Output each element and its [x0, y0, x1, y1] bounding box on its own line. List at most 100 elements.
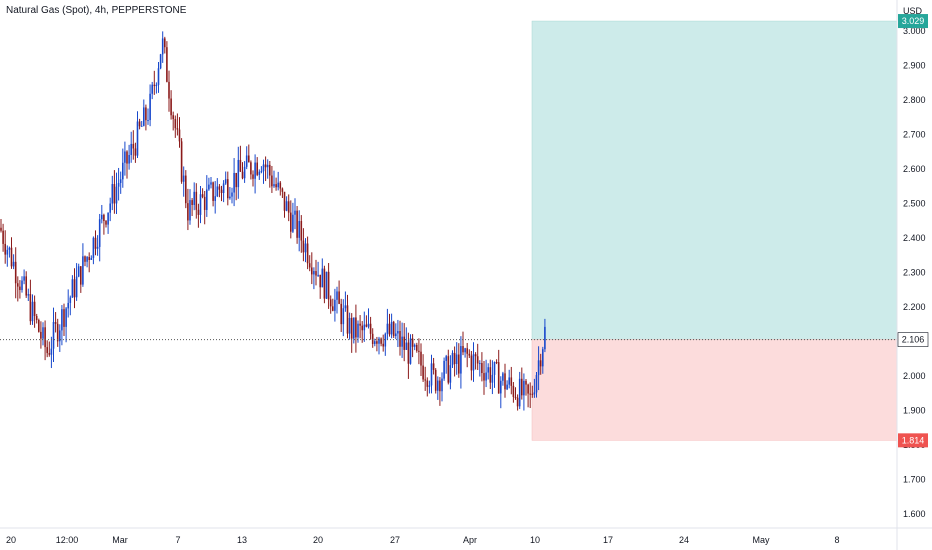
candle-body — [460, 346, 462, 374]
candle-body — [52, 321, 55, 349]
candle-body — [514, 396, 517, 398]
candle-body — [428, 385, 431, 387]
candle-body — [384, 333, 387, 347]
candle-body — [75, 276, 78, 298]
candle — [166, 41, 168, 83]
candle — [367, 308, 370, 329]
candle — [447, 349, 450, 385]
candle-body — [29, 294, 32, 322]
candle — [275, 177, 277, 191]
candle — [224, 171, 227, 185]
candle-body — [386, 323, 389, 334]
candle — [294, 198, 296, 230]
candle-body — [533, 392, 536, 395]
candle — [21, 276, 23, 293]
candle — [216, 178, 219, 198]
candle — [325, 271, 328, 299]
candle — [138, 118, 141, 130]
candle-body — [245, 155, 248, 167]
candle-body — [422, 365, 424, 380]
candle-body — [63, 309, 65, 327]
candle — [346, 294, 349, 339]
candle — [153, 70, 156, 95]
candle-body — [458, 354, 460, 374]
candle-body — [241, 171, 244, 179]
candle-body — [378, 338, 380, 344]
candle — [319, 274, 321, 299]
candle-body — [483, 373, 485, 381]
candle — [332, 298, 334, 312]
candle-body — [395, 333, 397, 337]
candle-body — [203, 196, 206, 210]
candle-body — [369, 323, 372, 334]
candle — [491, 360, 494, 395]
candle — [35, 313, 38, 324]
candle — [304, 238, 307, 263]
candle — [109, 197, 111, 222]
candle-body — [61, 309, 63, 331]
candle — [416, 342, 418, 353]
candle — [46, 340, 48, 358]
candle — [187, 188, 189, 231]
entry-badge-bg — [897, 332, 929, 347]
candle-body — [453, 352, 456, 365]
candle-body — [273, 184, 275, 187]
candle — [67, 289, 69, 318]
x-tick-label: 13 — [237, 535, 247, 545]
y-tick-label: 2.900 — [903, 61, 926, 71]
candle-body — [269, 164, 271, 176]
candle-body — [71, 279, 74, 298]
candle — [443, 357, 445, 381]
candle — [384, 332, 387, 356]
candle-body — [529, 393, 531, 395]
candle — [355, 304, 357, 353]
candle — [321, 258, 324, 288]
candle-body — [420, 351, 422, 366]
candle-body — [197, 209, 200, 215]
candle — [432, 357, 435, 375]
candle — [38, 318, 40, 333]
candle-body — [323, 268, 326, 299]
candle — [115, 172, 118, 214]
candle-body — [539, 360, 542, 367]
candle — [500, 376, 502, 409]
candle — [235, 172, 237, 201]
candle — [285, 196, 288, 212]
candle-body — [506, 384, 508, 390]
candle-body — [264, 164, 267, 168]
candle — [92, 236, 95, 265]
candle — [191, 198, 193, 216]
candle-body — [403, 336, 405, 350]
candle — [353, 317, 355, 344]
candle — [273, 170, 275, 188]
candle-body — [489, 367, 492, 383]
candle-body — [126, 151, 128, 164]
candle-body — [281, 188, 284, 192]
candle — [290, 200, 292, 239]
candle — [145, 104, 147, 131]
x-tick-label: Apr — [463, 535, 477, 545]
candle — [134, 142, 137, 163]
x-tick-label: May — [752, 535, 770, 545]
candle-body — [357, 323, 359, 338]
candle — [420, 343, 422, 377]
candle-body — [155, 84, 158, 87]
candle — [313, 267, 315, 290]
candle — [497, 349, 500, 394]
candle — [73, 268, 76, 309]
y-tick-label: 2.000 — [903, 371, 926, 381]
candle — [361, 321, 363, 343]
candle — [256, 157, 258, 177]
candle — [82, 243, 84, 287]
candle — [487, 363, 489, 380]
candle — [495, 359, 498, 365]
y-tick-label: 2.200 — [903, 302, 926, 312]
candle-body — [405, 342, 408, 350]
candle — [132, 130, 135, 160]
candle-body — [348, 317, 351, 334]
position-zones[interactable] — [531, 20, 898, 441]
candle-body — [537, 360, 540, 376]
candle-body — [434, 369, 437, 391]
candle — [311, 252, 313, 285]
